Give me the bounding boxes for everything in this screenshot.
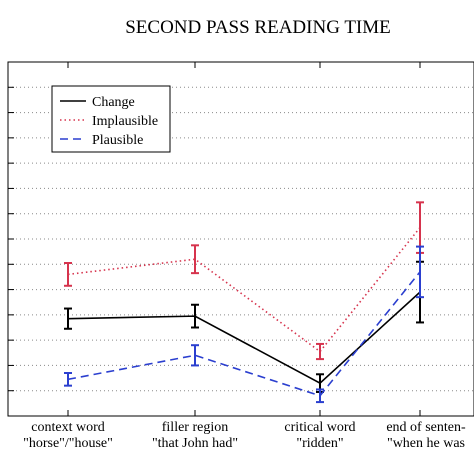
series-layer <box>64 201 424 404</box>
x-axis-labels: context word"horse"/"house" filler region… <box>23 420 466 451</box>
series-line <box>67 227 421 353</box>
legend-box <box>51 85 171 153</box>
grid <box>8 86 474 392</box>
series-change <box>64 260 424 393</box>
x-tick-label: "that John had" <box>152 436 238 451</box>
x-tick-label: end of senten- <box>386 420 466 435</box>
series-line <box>67 291 421 385</box>
x-tick-label: "horse"/"house" <box>23 436 113 451</box>
x-tick-label: "when he was <box>387 436 465 451</box>
series-implausible <box>64 201 424 361</box>
x-tick-label: filler region <box>162 420 228 435</box>
legend-label: Plausible <box>92 133 143 148</box>
legend-label: Change <box>92 95 135 110</box>
series-line <box>67 271 421 397</box>
chart-title: SECOND PASS READING TIME <box>125 17 391 38</box>
x-tick-label: critical word <box>284 420 355 435</box>
series-plausible <box>64 245 424 404</box>
x-tick-label: "ridden" <box>296 436 343 451</box>
legend-label: Implausible <box>92 114 158 129</box>
legend: Change Implausible Plausible <box>51 85 171 153</box>
axis-ticks <box>8 62 421 416</box>
x-tick-label: context word <box>31 420 104 435</box>
